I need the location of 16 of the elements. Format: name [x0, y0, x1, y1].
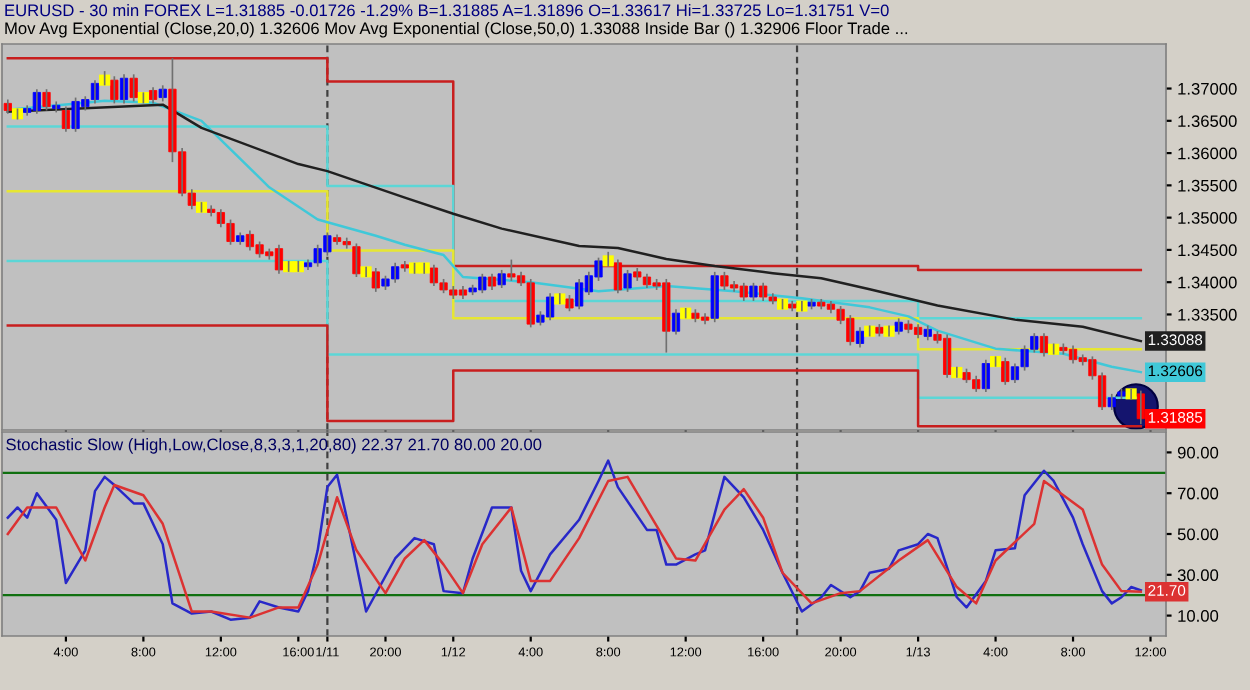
y-tick-label: 1.35500	[1178, 179, 1237, 192]
y-tick-label: 1.36500	[1178, 115, 1237, 128]
chart-title: Stochastic Slow (High,Low,Close,8,3,3,1,20,80) 22.37 21.70 80.00 20.00	[6, 438, 542, 454]
y-tick-label: 1.33500	[1178, 308, 1237, 321]
y-tick-label: 70.00	[1177, 487, 1219, 500]
y-tick-label: 1.37000	[1178, 82, 1237, 95]
y-tick-label: 10.00	[1178, 610, 1219, 622]
y-tick-label: 1.34000	[1178, 276, 1237, 289]
chart-title: EURUSD - 30 min FOREX L=1.31885 -0.01726 -1.29% B=1.31885 A=1.31896 O=1.33617 Hi=1.33725 Lo=1.31751 V=0	[5, 4, 889, 17]
chart-subtitle: Mov Avg Exponential (Close,20,0) 1.32606 Mov Avg Exponential (Close,50,0) 1.33088 Inside Bar () 1.32906 Floor Trade ...	[5, 22, 908, 38]
y-tick-label: 30.00	[1177, 569, 1219, 581]
y-tick-label: 90.00	[1177, 446, 1219, 459]
y-tick-label: 1.34500	[1178, 244, 1237, 257]
y-tick-label: 1.36000	[1178, 147, 1237, 160]
y-tick-label: 1.35000	[1178, 212, 1237, 224]
y-tick-label: 50.00	[1177, 528, 1219, 541]
